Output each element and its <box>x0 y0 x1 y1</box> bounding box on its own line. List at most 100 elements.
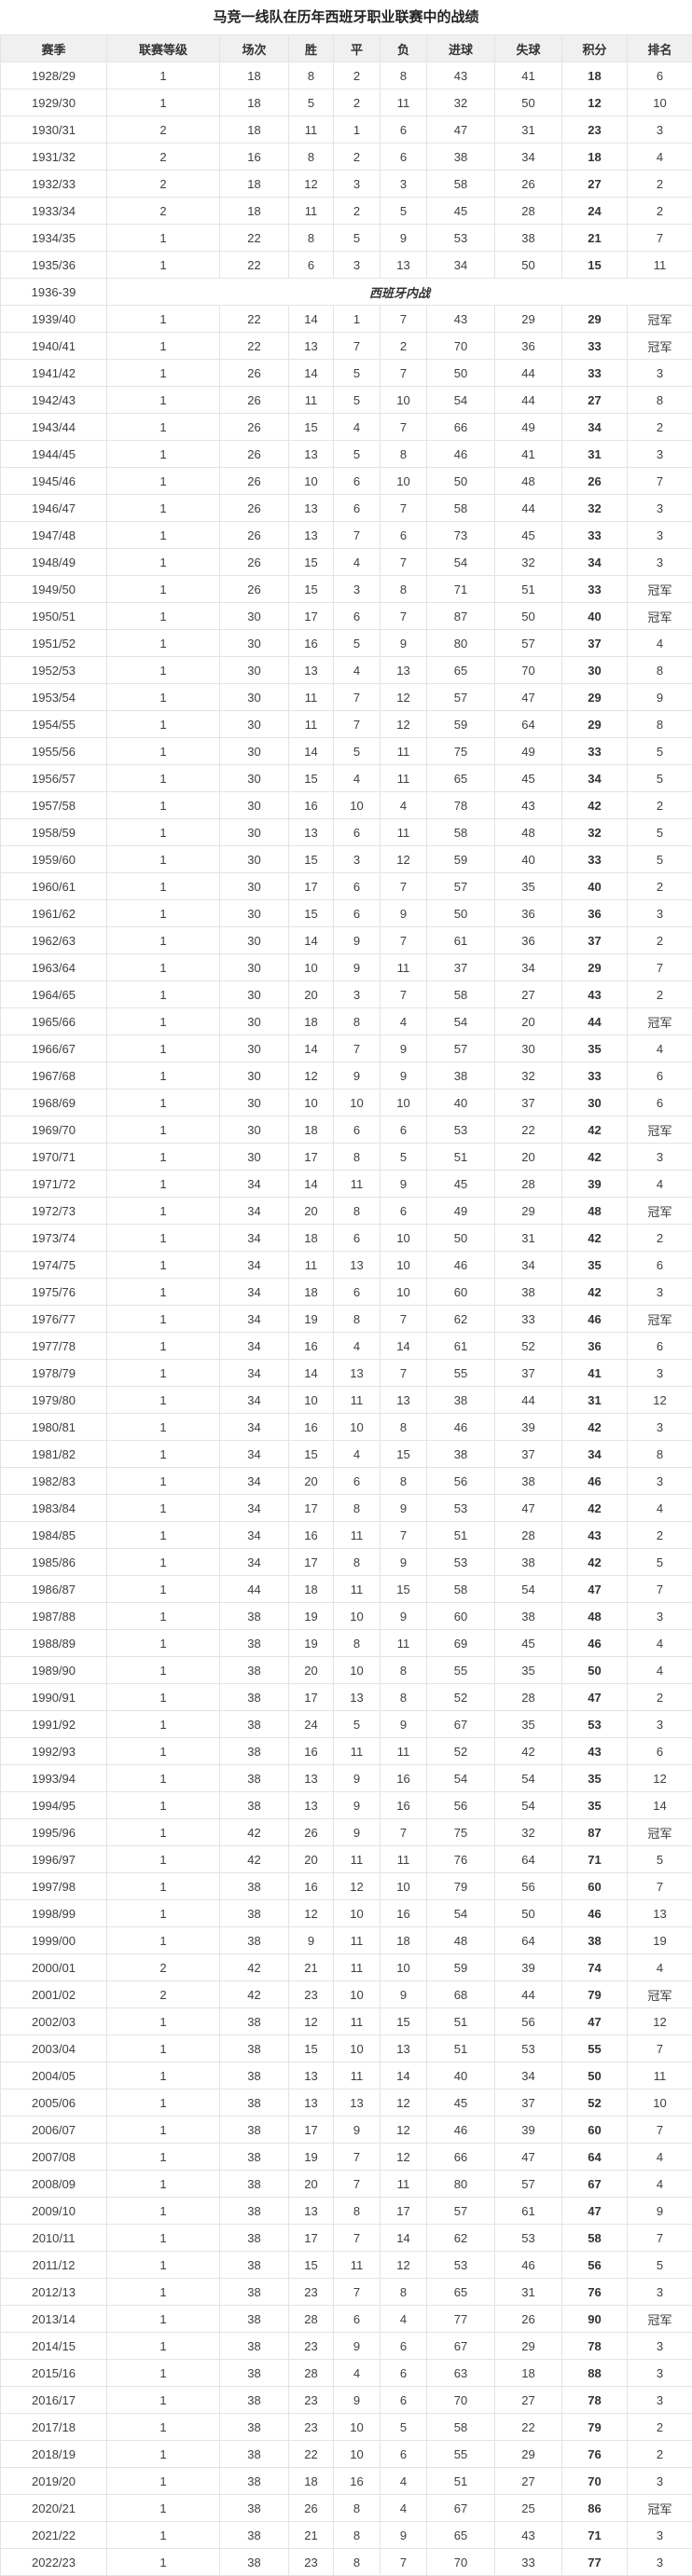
cell: 44 <box>495 495 562 522</box>
cell: 38 <box>427 1441 495 1468</box>
cell: 67 <box>562 2171 628 2198</box>
cell: 30 <box>562 657 628 684</box>
cell: 1 <box>107 2306 220 2333</box>
cell: 3 <box>381 171 427 198</box>
cell: 54 <box>495 1765 562 1792</box>
cell: 冠军 <box>628 1981 692 2008</box>
season-cell: 1945/46 <box>1 468 107 495</box>
cell: 18 <box>289 2468 334 2495</box>
cell: 53 <box>495 2225 562 2252</box>
cell: 33 <box>562 360 628 387</box>
cell: 30 <box>220 927 289 954</box>
cell: 42 <box>562 1414 628 1441</box>
season-cell: 1983/84 <box>1 1495 107 1522</box>
cell: 1 <box>107 2035 220 2062</box>
cell: 1 <box>107 1900 220 1927</box>
cell: 8 <box>289 144 334 171</box>
season-cell: 1948/49 <box>1 549 107 576</box>
cell: 7 <box>628 2117 692 2144</box>
cell: 21 <box>289 1954 334 1981</box>
cell: 11 <box>334 1387 381 1414</box>
cell: 30 <box>220 1144 289 1171</box>
cell: 1 <box>107 495 220 522</box>
cell: 11 <box>381 738 427 765</box>
cell: 6 <box>381 1198 427 1225</box>
cell: 55 <box>562 2035 628 2062</box>
cell: 47 <box>427 116 495 144</box>
cell: 1 <box>107 711 220 738</box>
cell: 3 <box>334 576 381 603</box>
cell: 3 <box>628 2549 692 2576</box>
cell: 70 <box>427 2549 495 2576</box>
cell: 7 <box>381 873 427 900</box>
cell: 5 <box>334 387 381 414</box>
season-cell: 1985/86 <box>1 1549 107 1576</box>
cell: 38 <box>220 2252 289 2279</box>
cell: 34 <box>220 1495 289 1522</box>
cell: 42 <box>562 1225 628 1252</box>
cell: 13 <box>289 1765 334 1792</box>
cell: 37 <box>427 954 495 981</box>
cell: 14 <box>289 360 334 387</box>
cell: 冠军 <box>628 306 692 333</box>
cell: 6 <box>334 468 381 495</box>
cell: 31 <box>562 441 628 468</box>
cell: 24 <box>562 198 628 225</box>
cell: 1 <box>107 1684 220 1711</box>
cell: 30 <box>220 846 289 873</box>
cell: 1 <box>107 1657 220 1684</box>
cell: 23 <box>289 2387 334 2414</box>
cell: 38 <box>220 2549 289 2576</box>
cell: 7 <box>628 2035 692 2062</box>
cell: 45 <box>427 1171 495 1198</box>
cell: 13 <box>381 252 427 279</box>
cell: 19 <box>289 1306 334 1333</box>
cell: 1 <box>107 1117 220 1144</box>
cell: 51 <box>427 1144 495 1171</box>
cell: 35 <box>562 1035 628 1062</box>
cell: 2 <box>628 927 692 954</box>
cell: 75 <box>427 1819 495 1846</box>
cell: 43 <box>495 2522 562 2549</box>
cell: 8 <box>334 2522 381 2549</box>
cell: 38 <box>220 2198 289 2225</box>
column-header: 排名 <box>628 35 692 62</box>
cell: 76 <box>562 2279 628 2306</box>
cell: 23 <box>289 2333 334 2360</box>
cell: 9 <box>381 2522 427 2549</box>
cell: 33 <box>495 2549 562 2576</box>
cell: 38 <box>220 1657 289 1684</box>
cell: 64 <box>562 2144 628 2171</box>
season-cell: 1965/66 <box>1 1008 107 1035</box>
cell: 17 <box>289 1495 334 1522</box>
season-cell: 1953/54 <box>1 684 107 711</box>
cell: 56 <box>562 2252 628 2279</box>
cell: 7 <box>334 2225 381 2252</box>
cell: 9 <box>334 954 381 981</box>
cell: 44 <box>495 387 562 414</box>
cell: 26 <box>289 1819 334 1846</box>
cell: 14 <box>289 306 334 333</box>
cell: 20 <box>289 1846 334 1873</box>
cell: 5 <box>628 738 692 765</box>
cell: 7 <box>334 1035 381 1062</box>
season-cell: 1966/67 <box>1 1035 107 1062</box>
cell: 12 <box>289 2008 334 2035</box>
cell: 23 <box>289 2549 334 2576</box>
season-cell: 1993/94 <box>1 1765 107 1792</box>
cell: 48 <box>562 1198 628 1225</box>
cell: 1 <box>107 522 220 549</box>
season-cell: 2020/21 <box>1 2495 107 2522</box>
cell: 50 <box>495 252 562 279</box>
cell: 79 <box>562 1981 628 2008</box>
cell: 38 <box>220 2062 289 2090</box>
